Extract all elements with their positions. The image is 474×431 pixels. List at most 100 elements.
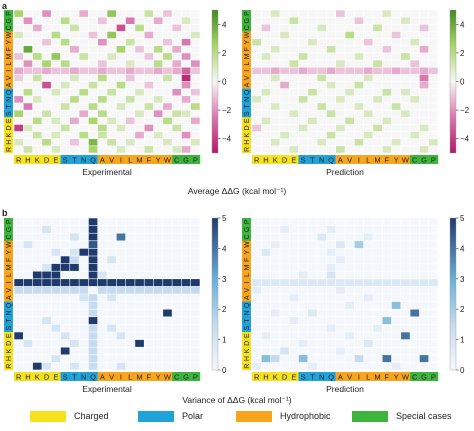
legend-label-polar: Polar <box>182 411 204 421</box>
y-residue-strip <box>242 145 251 154</box>
y-residue-label: Q <box>244 89 251 95</box>
heatmap-cell <box>191 103 200 110</box>
y-residue-label: H <box>6 140 13 145</box>
x-residue-label: N <box>81 373 86 382</box>
y-residue-label: H <box>244 356 251 361</box>
legend-swatch-special-cases <box>352 411 388 422</box>
heatmap-cell <box>336 241 345 249</box>
x-residue-strip <box>261 155 271 164</box>
y-residue-strip <box>242 263 251 272</box>
y-residue-strip <box>242 354 251 363</box>
x-residue-label: W <box>402 373 410 382</box>
x-residue-label: A <box>100 156 105 165</box>
x-residue-strip <box>382 372 392 381</box>
heatmap-cell <box>326 131 336 139</box>
colorbar-tick-label: 3 <box>222 275 227 284</box>
heatmap-cell <box>107 294 116 302</box>
y-residue-strip <box>242 117 251 125</box>
y-residue-label: P <box>244 11 251 16</box>
x-residue-strip <box>289 155 299 164</box>
heatmap-cell <box>419 81 429 89</box>
heatmap-cell <box>172 279 182 287</box>
y-residue-strip <box>4 316 13 325</box>
y-residue-strip <box>4 240 13 249</box>
y-residue-label: M <box>6 53 13 59</box>
heatmap-cell <box>153 131 163 139</box>
heatmap-cell <box>23 339 33 347</box>
x-residue-label: D <box>44 373 50 382</box>
heatmap-cell <box>354 17 364 24</box>
x-residue-strip <box>79 155 89 164</box>
heatmap-cell <box>88 317 98 325</box>
heatmap-cell <box>163 103 172 110</box>
y-residue-strip <box>4 263 13 272</box>
x-residue-label: N <box>319 373 324 382</box>
heatmap-cell <box>419 279 429 287</box>
heatmap-cell <box>181 38 191 46</box>
x-residue-label: H <box>263 156 268 165</box>
colorbar <box>211 9 219 154</box>
x-residue-strip <box>326 372 336 381</box>
y-residue-strip <box>4 256 13 264</box>
x-residue-label: V <box>347 373 352 382</box>
panel-subtitle: Experimental <box>82 167 132 177</box>
x-residue-strip <box>335 155 346 164</box>
heatmap-cell <box>98 124 107 132</box>
y-residue-label: E <box>6 333 13 338</box>
heatmap-cell <box>23 124 33 132</box>
colorbar-tick-label: 4 <box>460 20 465 29</box>
heatmap-cell <box>308 279 317 287</box>
x-residue-strip <box>372 155 383 164</box>
y-residue-strip <box>242 339 251 348</box>
heatmap-cell <box>308 88 317 96</box>
y-residue-label: A <box>244 82 251 87</box>
heatmap-cell <box>135 46 144 53</box>
heatmap-cell <box>60 81 70 89</box>
heatmap-cell <box>98 60 107 67</box>
heatmap-cell <box>88 225 98 233</box>
heatmap-cell <box>181 53 191 60</box>
heatmap-cell <box>298 124 308 132</box>
heatmap-cell <box>98 17 107 24</box>
heatmap-cell <box>391 103 401 110</box>
y-residue-strip <box>242 38 251 46</box>
heatmap-cell <box>181 146 191 153</box>
heatmap-cell <box>308 362 317 370</box>
x-residue-strip <box>252 372 262 381</box>
heatmap-cell <box>107 10 116 17</box>
heatmap-cell <box>51 324 61 332</box>
heatmap-cell <box>373 60 382 67</box>
x-residue-label: D <box>282 373 288 382</box>
heatmap-cell <box>345 67 354 75</box>
y-residue-strip <box>4 301 13 310</box>
heatmap-cell <box>354 241 364 249</box>
heatmap-cell <box>23 279 33 287</box>
heatmap-cell <box>191 31 200 39</box>
x-residue-strip <box>23 372 33 381</box>
y-residue-strip <box>242 225 251 234</box>
y-residue-label: Y <box>6 40 13 45</box>
heatmap-cell <box>60 38 70 46</box>
x-residue-label: P <box>193 373 198 382</box>
legend-label-special-cases: Special cases <box>396 411 452 421</box>
heatmap-cell <box>373 24 382 32</box>
heatmap-cell <box>410 38 420 46</box>
heatmap-cell <box>181 110 191 117</box>
x-residue-label: K <box>273 156 278 165</box>
heatmap-cell <box>116 233 126 241</box>
x-residue-label: I <box>358 373 360 382</box>
heatmap-cell <box>70 46 79 53</box>
heatmap-cell <box>116 24 126 32</box>
legend-label-charged: Charged <box>74 411 109 421</box>
heatmap-cell <box>14 124 23 132</box>
heatmap-cell <box>98 286 107 294</box>
heatmap-cell <box>79 248 89 256</box>
y-residue-label: G <box>244 227 251 232</box>
heatmap-cell <box>429 139 438 146</box>
heatmap-cell <box>125 279 135 287</box>
heatmap-cell <box>280 81 289 89</box>
heatmap-cell <box>135 67 144 75</box>
panel-subtitle: Prediction <box>326 167 364 177</box>
heatmap-cell <box>135 131 144 139</box>
x-residue-label: H <box>25 373 30 382</box>
